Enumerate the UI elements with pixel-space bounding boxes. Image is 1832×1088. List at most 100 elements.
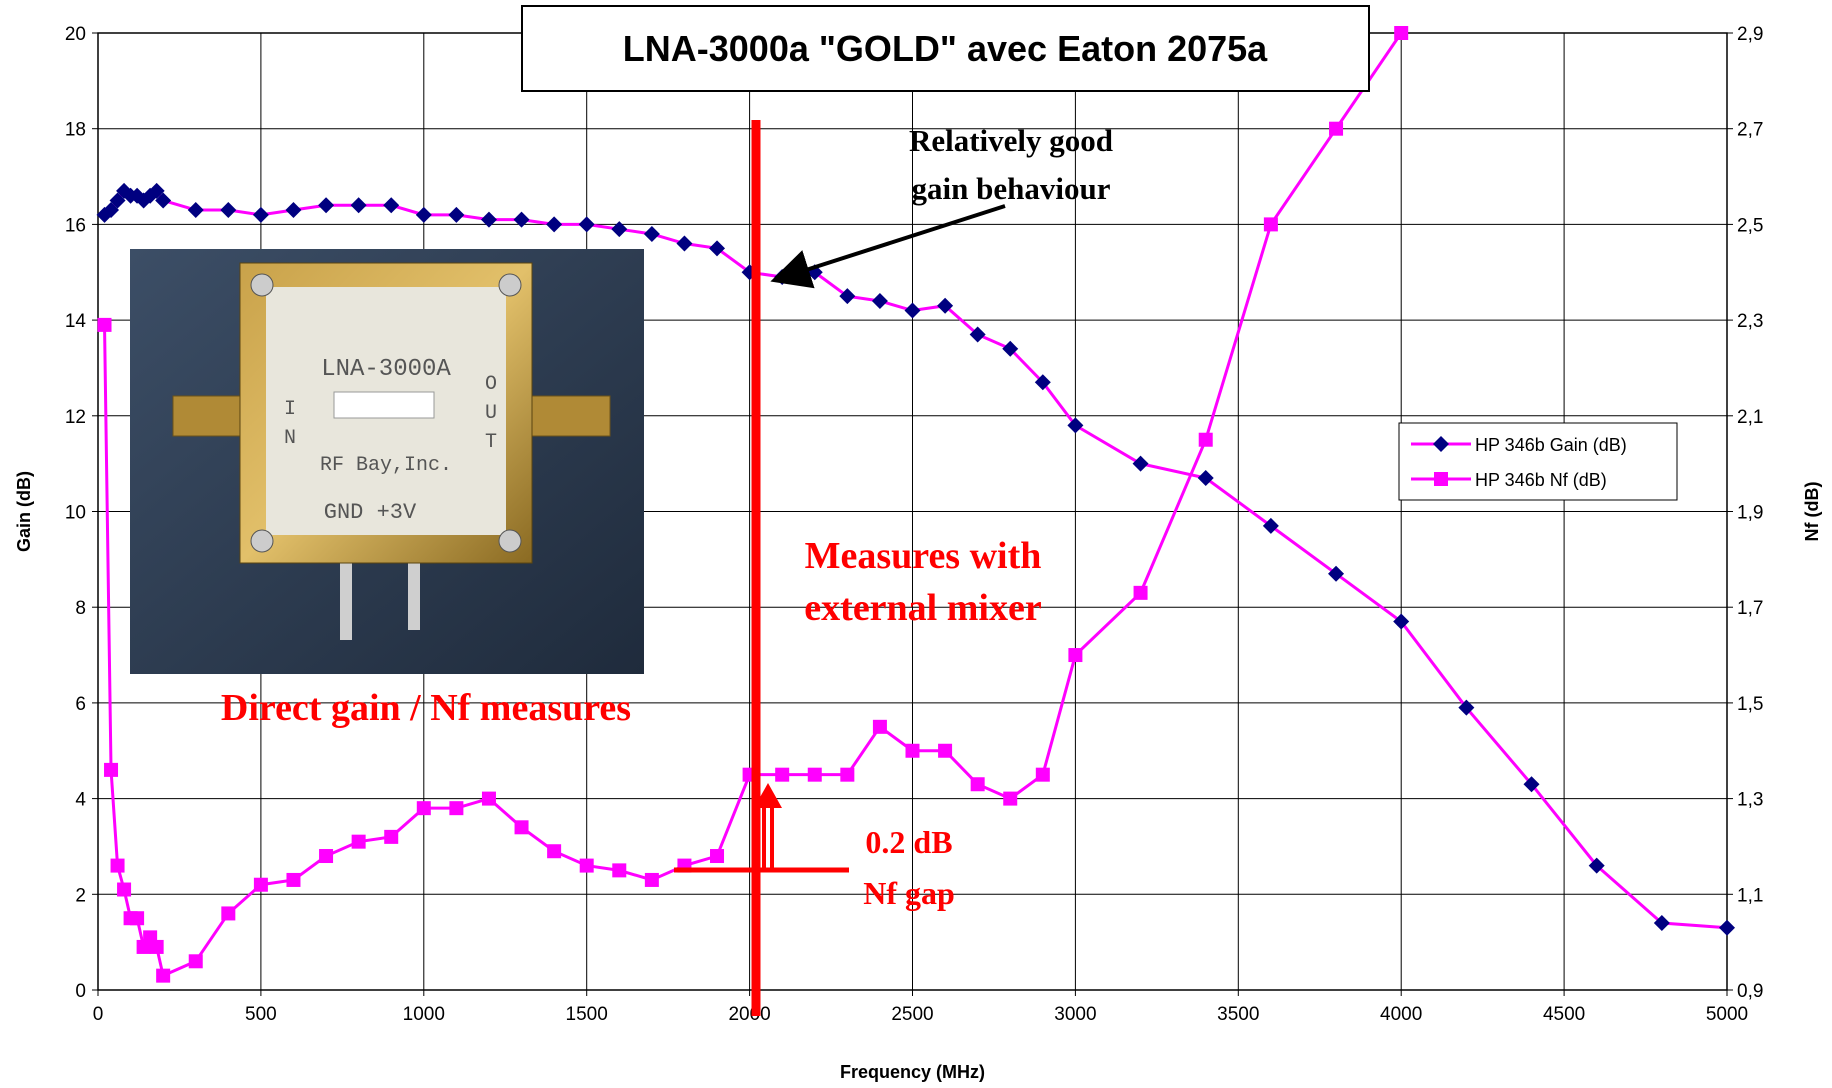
data-point — [775, 767, 790, 782]
data-point — [1394, 26, 1409, 40]
data-point — [871, 292, 888, 309]
annotation: Measures with — [805, 535, 1042, 577]
y2-axis-title: Nf (dB) — [1802, 482, 1822, 542]
data-point — [220, 202, 237, 219]
data-point — [970, 777, 985, 792]
y2-tick-label: 1,9 — [1737, 503, 1763, 524]
x-tick-label: 3500 — [1217, 1004, 1259, 1025]
data-point — [253, 877, 268, 892]
annotation-arrow — [770, 204, 1006, 289]
data-point — [1003, 791, 1018, 806]
connector — [529, 395, 611, 437]
data-point — [1588, 857, 1605, 874]
x-tick-label: 0 — [93, 1004, 104, 1025]
y2-tick-label: 1,7 — [1737, 598, 1763, 619]
legend-label: HP 346b Gain (dB) — [1475, 435, 1627, 455]
data-point — [938, 743, 953, 758]
data-point — [1067, 417, 1084, 434]
data-point — [148, 182, 165, 199]
x-tick-label: 1500 — [566, 1004, 608, 1025]
data-point — [103, 202, 120, 219]
annotation: Nf gap — [863, 875, 955, 911]
y-tick-label: 2 — [75, 885, 86, 906]
annotation: gain behaviour — [912, 171, 1111, 206]
y2-tick-label: 2,1 — [1737, 407, 1763, 428]
y-axis-title: Gain (dB) — [14, 471, 34, 552]
data-point — [807, 767, 822, 782]
data-point — [840, 767, 855, 782]
y-tick-label: 18 — [65, 120, 86, 141]
data-point — [1719, 919, 1735, 936]
data-point — [1653, 915, 1670, 932]
legend: HP 346b Gain (dB) HP 346b Nf (dB) — [1398, 422, 1678, 501]
y2-tick-label: 2,3 — [1737, 311, 1763, 332]
legend-marker — [1433, 436, 1449, 452]
data-point — [1262, 517, 1279, 534]
data-point — [1328, 565, 1345, 582]
y2-tick-label: 1,1 — [1737, 885, 1763, 906]
data-point — [156, 968, 171, 983]
data-point — [319, 849, 334, 864]
data-point — [1523, 776, 1540, 793]
y-tick-label: 16 — [65, 215, 86, 236]
data-point — [155, 192, 172, 209]
data-point — [1458, 699, 1475, 716]
x-tick-label: 2500 — [891, 1004, 933, 1025]
data-point — [416, 801, 431, 816]
data-point — [1263, 217, 1278, 232]
data-point — [1329, 121, 1344, 136]
inset-label: GND +3V — [324, 500, 417, 525]
data-point — [1035, 767, 1050, 782]
y2-tick-label: 2,5 — [1737, 215, 1763, 236]
data-point — [104, 762, 119, 777]
y-tick-label: 0 — [75, 981, 86, 1002]
data-point — [1132, 455, 1149, 472]
screw — [498, 529, 522, 553]
data-point — [612, 863, 627, 878]
data-point — [1393, 613, 1410, 630]
data-point — [449, 801, 464, 816]
x-axis-title: Frequency (MHz) — [840, 1062, 985, 1082]
data-point — [130, 911, 145, 926]
inset-label: IN — [279, 398, 302, 456]
data-point — [109, 192, 126, 209]
data-point — [480, 211, 497, 228]
legend-box — [1398, 422, 1678, 501]
x-tick-label: 4500 — [1543, 1004, 1585, 1025]
y-tick-label: 14 — [65, 311, 87, 332]
data-point — [546, 216, 563, 233]
data-point — [1197, 470, 1214, 487]
data-point — [110, 858, 125, 873]
inset-label: OUT — [480, 373, 503, 460]
data-point — [286, 872, 301, 887]
data-point — [1133, 585, 1148, 600]
data-point — [1002, 340, 1019, 357]
y-tick-label: 10 — [65, 503, 86, 524]
inset-label: LNA-3000A — [321, 356, 451, 383]
data-point — [904, 302, 921, 319]
annotation: 0.2 dB — [865, 824, 952, 860]
data-point — [578, 216, 595, 233]
gap-arrow — [762, 805, 774, 870]
data-point — [643, 225, 660, 242]
data-point — [1034, 374, 1051, 391]
data-point — [285, 202, 302, 219]
y2-tick-label: 1,3 — [1737, 790, 1763, 811]
y2-tick-label: 2,7 — [1737, 120, 1763, 141]
data-point — [221, 906, 236, 921]
annotation: Direct gain / Nf measures — [221, 687, 631, 729]
data-point — [415, 206, 432, 223]
data-point — [448, 206, 465, 223]
x-tick-label: 1000 — [403, 1004, 445, 1025]
y2-tick-label: 1,5 — [1737, 694, 1763, 715]
y-tick-label: 12 — [65, 407, 86, 428]
legend-marker — [1434, 472, 1448, 486]
data-point — [513, 211, 530, 228]
screw — [250, 273, 274, 297]
data-point — [351, 834, 366, 849]
data-point — [969, 326, 986, 343]
x-tick-label: 5000 — [1706, 1004, 1748, 1025]
data-point — [611, 221, 628, 238]
data-point — [710, 849, 725, 864]
